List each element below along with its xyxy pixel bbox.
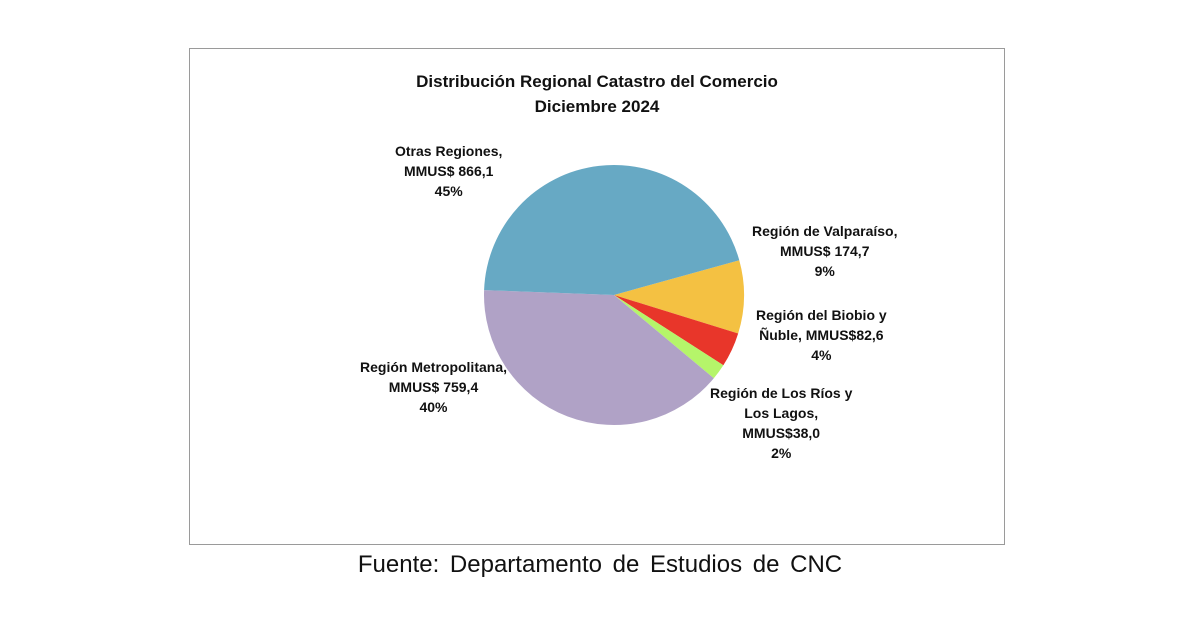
pie-slice-label-2-line-3: 4% xyxy=(811,347,832,363)
pie-slice-label-1-line-1: Región de Valparaíso, xyxy=(752,223,898,239)
pie-slice-label-4-line-1: Región Metropolitana, xyxy=(360,359,507,375)
chart-title-line-2: Diciembre 2024 xyxy=(534,97,660,116)
pie-slice-label-4-line-2: MMUS$ 759,4 xyxy=(388,379,479,395)
pie-slice-label-3-line-4: 2% xyxy=(771,445,792,461)
pie-slice-label-3-line-2: Los Lagos, xyxy=(744,405,819,421)
pie-slice-label-5-line-3: 45% xyxy=(434,183,463,199)
pie-slice-label-2-line-1: Región del Biobio y xyxy=(756,307,887,323)
pie-slice-label-5: Otras Regiones, MMUS$ 866,1 45% xyxy=(395,141,502,201)
pie-slice-label-4: Región Metropolitana, MMUS$ 759,4 40% xyxy=(360,357,507,417)
pie-slice-label-5-line-1: Otras Regiones, xyxy=(395,143,503,159)
pie-slice-4 xyxy=(483,290,714,425)
pie-slice-2 xyxy=(614,295,739,366)
pie-slice-3 xyxy=(614,295,724,379)
chart-title-line-1: Distribución Regional Catastro del Comer… xyxy=(416,72,778,91)
pie-slice-1 xyxy=(614,260,744,334)
pie-slice-label-3-line-3: MMUS$38,0 xyxy=(742,425,821,441)
chart-title: Distribución Regional Catastro del Comer… xyxy=(190,69,1004,119)
pie-slice-label-5-line-2: MMUS$ 866,1 xyxy=(403,163,494,179)
pie-slice-label-3-line-1: Región de Los Ríos y xyxy=(710,385,853,401)
source-note: Fuente: Departamento de Estudios de CNC xyxy=(357,551,843,578)
chart-frame: Distribución Regional Catastro del Comer… xyxy=(189,48,1005,545)
pie-slice-label-1: Región de Valparaíso, MMUS$ 174,7 9% xyxy=(752,221,898,281)
pie-slice-label-4-line-3: 40% xyxy=(419,399,448,415)
pie-slice-label-2: Región del Biobio y Ñuble, MMUS$82,6 4% xyxy=(756,305,887,365)
pie-chart xyxy=(483,164,744,425)
pie-slice-label-1-line-2: MMUS$ 174,7 xyxy=(780,243,870,259)
pie-slice-label-2-line-2: Ñuble, MMUS$82,6 xyxy=(759,327,884,343)
pie-slice-label-1-line-3: 9% xyxy=(814,263,835,279)
pie-slice-label-3: Región de Los Ríos y Los Lagos, MMUS$38,0 2… xyxy=(710,383,852,463)
pie-slice-5 xyxy=(484,164,740,295)
